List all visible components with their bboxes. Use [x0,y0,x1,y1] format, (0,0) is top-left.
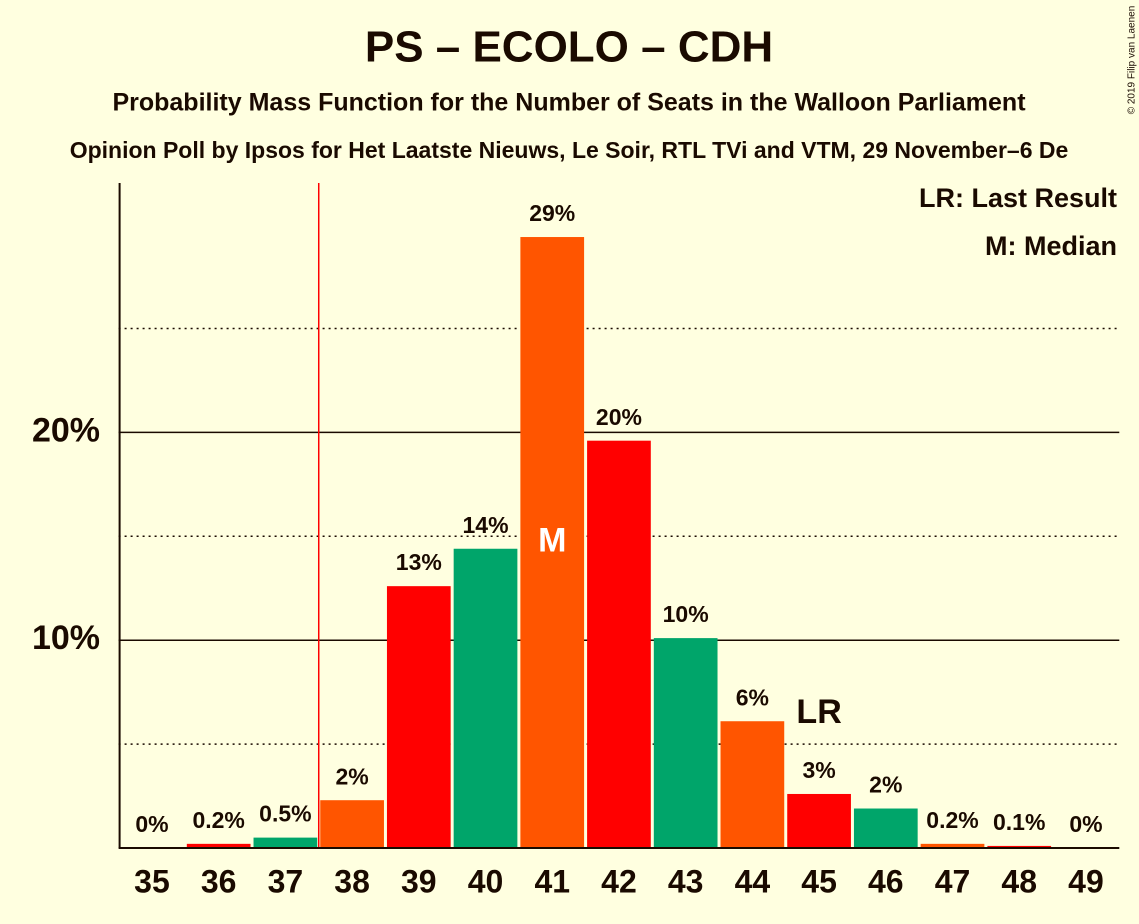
bar [653,638,718,848]
x-tick-label: 47 [935,863,971,899]
data-label: 14% [462,512,508,538]
data-label: 0.2% [192,807,244,833]
data-label: 2% [869,772,902,798]
x-tick-label: 37 [268,863,304,899]
x-tick-label: 35 [134,863,170,899]
median-marker: M [538,522,566,560]
y-tick-label: 20% [32,411,100,449]
bar [386,586,451,848]
data-label: 13% [396,549,442,575]
bar [853,808,918,848]
data-label: 0% [135,811,168,837]
x-tick-label: 46 [868,863,904,899]
bar [320,800,384,848]
x-tick-label: 39 [401,863,437,899]
bar [253,837,318,848]
chart-subtitle: Probability Mass Function for the Number… [112,89,1026,117]
legend-entry: LR: Last Result [919,183,1117,213]
data-label: 0.5% [259,801,311,827]
bar [587,440,651,848]
bar [520,237,585,848]
data-label: 0.2% [926,807,978,833]
x-tick-label: 48 [1001,863,1037,899]
last-result-marker: LR [796,693,841,731]
x-tick-label: 45 [801,863,837,899]
legend-entry: M: Median [985,231,1117,261]
data-label: 20% [596,404,642,430]
x-tick-label: 49 [1068,863,1104,899]
data-label: 2% [335,763,368,789]
copyright: © 2019 Filip van Laenen [1127,6,1138,115]
bar [453,548,518,848]
data-label: 29% [529,200,575,226]
bar [987,845,1052,848]
x-tick-label: 36 [201,863,237,899]
bar [720,721,785,848]
data-label: 0% [1069,811,1102,837]
data-label: 3% [802,757,835,783]
data-label: 6% [736,684,769,710]
bar [186,843,251,848]
data-label: 10% [663,601,709,627]
bar [787,793,851,848]
x-tick-label: 41 [534,863,570,899]
chart-subtitle: Opinion Poll by Ipsos for Het Laatste Ni… [70,137,1069,163]
bar [920,843,985,848]
x-tick-label: 40 [468,863,504,899]
x-tick-label: 42 [601,863,637,899]
data-label: 0.1% [993,809,1045,835]
x-tick-label: 43 [668,863,704,899]
x-tick-label: 44 [735,863,771,899]
y-tick-label: 10% [32,619,100,657]
chart-title: PS – ECOLO – CDH [365,23,773,72]
x-tick-label: 38 [334,863,370,899]
